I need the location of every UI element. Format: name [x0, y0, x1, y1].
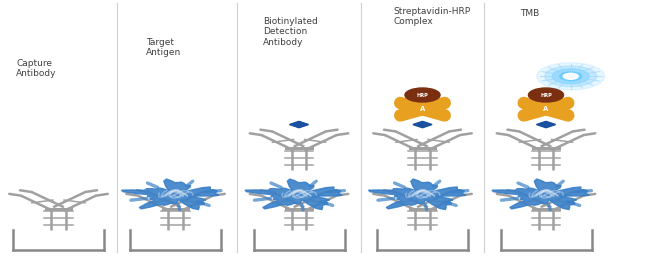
- Circle shape: [545, 66, 597, 87]
- Text: Target
Antigen: Target Antigen: [146, 38, 181, 57]
- Polygon shape: [122, 179, 219, 210]
- Polygon shape: [413, 121, 432, 128]
- Polygon shape: [289, 121, 309, 128]
- Polygon shape: [492, 179, 590, 210]
- Text: A: A: [420, 106, 425, 112]
- Text: HRP: HRP: [417, 93, 428, 98]
- Text: TMB: TMB: [520, 9, 540, 18]
- Text: HRP: HRP: [540, 93, 552, 98]
- Circle shape: [560, 72, 582, 81]
- Circle shape: [528, 88, 564, 102]
- Circle shape: [405, 88, 440, 102]
- Text: Streptavidin-HRP
Complex: Streptavidin-HRP Complex: [393, 6, 471, 26]
- Circle shape: [552, 69, 590, 84]
- Text: A: A: [543, 106, 549, 112]
- Polygon shape: [245, 179, 343, 210]
- Text: Biotinylated
Detection
Antibody: Biotinylated Detection Antibody: [263, 17, 318, 47]
- Circle shape: [564, 73, 578, 79]
- Polygon shape: [536, 121, 556, 128]
- Polygon shape: [369, 179, 466, 210]
- Circle shape: [537, 63, 604, 90]
- Text: Capture
Antibody: Capture Antibody: [16, 58, 57, 78]
